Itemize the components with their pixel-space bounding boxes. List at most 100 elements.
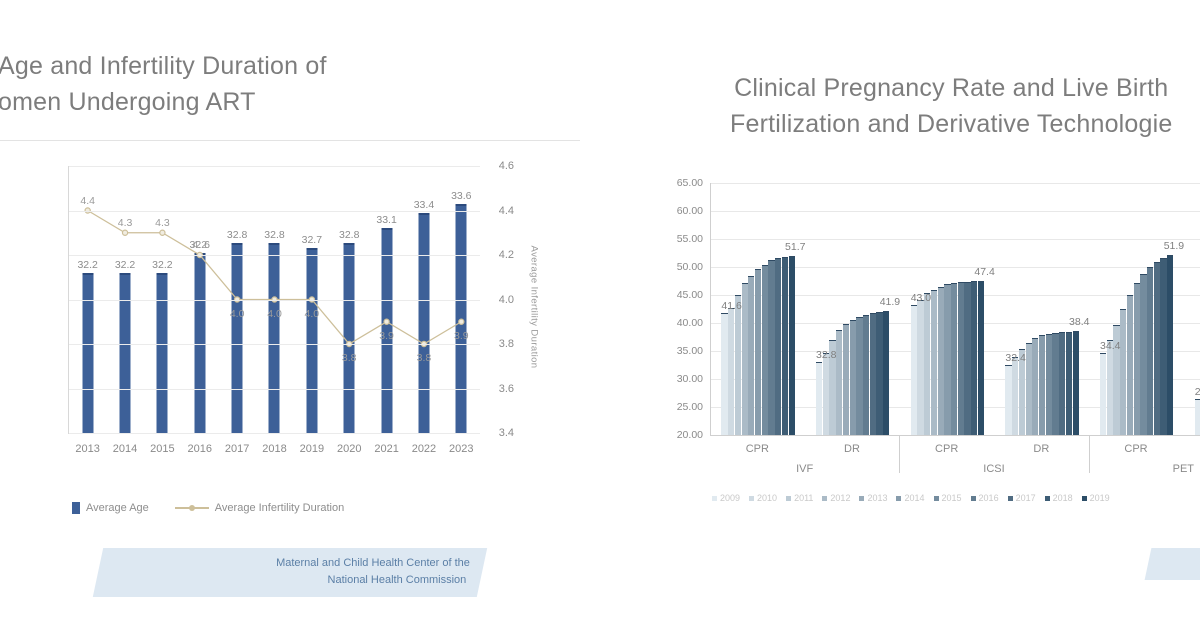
bar[interactable] — [734, 295, 742, 435]
bar[interactable] — [156, 272, 168, 433]
bar[interactable] — [1133, 283, 1140, 435]
bar[interactable] — [917, 299, 924, 435]
bar-value-label: 33.4 — [413, 199, 435, 212]
legend-item[interactable]: 2016 — [970, 493, 999, 503]
left-chart-plot-area: 32.2 2013 32.2 2014 32.2 2015 32.6 2016 32.8 2017… — [68, 166, 480, 455]
bar[interactable] — [957, 282, 964, 435]
bar[interactable] — [1160, 258, 1167, 435]
bar[interactable] — [1012, 356, 1019, 435]
legend-item[interactable]: 2013 — [859, 493, 887, 503]
bar[interactable] — [910, 305, 917, 435]
bar[interactable] — [977, 280, 985, 435]
right-panel-title-line2: Fertilization and Derivative Technologie — [730, 110, 1173, 138]
bar[interactable] — [1038, 335, 1046, 435]
legend-item[interactable]: 2018 — [1044, 493, 1073, 503]
bar[interactable] — [849, 319, 856, 435]
bar[interactable] — [930, 289, 938, 435]
legend-item[interactable]: 2011 — [786, 493, 813, 503]
bar[interactable] — [1005, 364, 1012, 435]
bar-value-label: 43.0 — [910, 292, 932, 305]
bar[interactable] — [1113, 324, 1120, 435]
legend-label: Average Infertility Duration — [214, 502, 345, 514]
bar[interactable] — [82, 272, 94, 433]
x-axis-label: 2019 — [299, 443, 325, 455]
bar[interactable] — [1194, 398, 1200, 435]
bar[interactable] — [455, 203, 467, 433]
bar[interactable] — [1065, 331, 1073, 435]
gridline — [69, 299, 480, 301]
bar[interactable] — [924, 293, 931, 435]
bar[interactable] — [418, 213, 430, 433]
bar[interactable] — [761, 264, 768, 435]
line-value-label: 3.9 — [379, 329, 394, 342]
bar[interactable] — [1100, 353, 1107, 435]
bar[interactable] — [741, 283, 748, 435]
bar[interactable] — [343, 243, 355, 433]
bar[interactable] — [721, 313, 728, 435]
bar[interactable] — [944, 284, 951, 435]
bar[interactable] — [1072, 330, 1079, 435]
bar[interactable] — [1153, 262, 1160, 435]
left-source-badge: Maternal and Child Health Center of the … — [92, 548, 488, 597]
x-axis-label: 2020 — [336, 443, 362, 455]
left-chart-secondary-axis: 3.4 3.6 3.8 4.0 4.2 4.4 4.6 — [482, 160, 528, 439]
bar[interactable] — [1025, 342, 1032, 435]
bar[interactable] — [268, 243, 280, 433]
bar[interactable] — [788, 256, 795, 435]
bar[interactable] — [748, 276, 755, 435]
legend-item[interactable]: 2014 — [896, 493, 925, 503]
legend-item[interactable]: Average Age — [72, 502, 149, 514]
bar[interactable] — [1126, 295, 1134, 435]
x-axis-label: 2014 — [112, 443, 138, 455]
line-value-label: 4.2 — [192, 239, 208, 251]
bar[interactable] — [1018, 348, 1026, 435]
bar[interactable] — [1106, 339, 1113, 435]
bar[interactable] — [1032, 338, 1039, 435]
bar[interactable] — [971, 281, 978, 435]
bar[interactable] — [1059, 332, 1066, 435]
legend-label: 2010 — [757, 493, 778, 503]
bar[interactable] — [754, 268, 762, 435]
bar[interactable] — [728, 308, 735, 435]
bar[interactable] — [937, 286, 944, 435]
bar[interactable] — [306, 248, 318, 433]
bar[interactable] — [863, 314, 870, 435]
right-source-badge-line1: M — [1178, 555, 1200, 572]
bar[interactable] — [1167, 255, 1174, 435]
bar[interactable] — [883, 311, 890, 435]
bar[interactable] — [1147, 267, 1154, 435]
bar[interactable] — [816, 362, 823, 435]
legend-item[interactable]: 2012 — [822, 493, 850, 503]
legend-item[interactable]: 2017 — [1007, 493, 1036, 503]
bar[interactable] — [869, 313, 876, 435]
bar[interactable] — [1052, 332, 1059, 435]
bar[interactable] — [231, 243, 243, 433]
x-axis-subcategory-label: CPR — [935, 443, 959, 455]
bar[interactable] — [876, 311, 883, 435]
legend-item[interactable]: Average Infertility Duration — [174, 502, 345, 514]
bar[interactable] — [836, 330, 843, 435]
legend-swatch-icon — [1044, 495, 1050, 501]
bar[interactable] — [1120, 309, 1127, 435]
bar[interactable] — [781, 257, 789, 435]
legend-item[interactable]: 2009 — [712, 493, 740, 503]
axis-tick: 40.00 — [676, 317, 703, 329]
bar[interactable] — [964, 281, 971, 435]
bar[interactable] — [951, 282, 958, 435]
legend-item[interactable]: 2010 — [749, 493, 777, 503]
bar-value-label: 32.7 — [301, 234, 323, 247]
bar[interactable] — [1045, 333, 1052, 435]
bar[interactable] — [768, 260, 775, 435]
bar[interactable] — [1140, 274, 1147, 435]
bar[interactable] — [119, 272, 131, 433]
bar[interactable] — [842, 324, 850, 435]
legend-swatch-icon — [896, 495, 902, 501]
bar[interactable] — [822, 352, 829, 435]
legend-item[interactable]: 2019 — [1081, 493, 1110, 503]
bar[interactable] — [856, 316, 863, 435]
bar[interactable] — [829, 339, 836, 435]
legend-item[interactable]: 2015 — [933, 493, 962, 503]
bar[interactable] — [194, 253, 206, 433]
bar[interactable] — [775, 258, 782, 435]
